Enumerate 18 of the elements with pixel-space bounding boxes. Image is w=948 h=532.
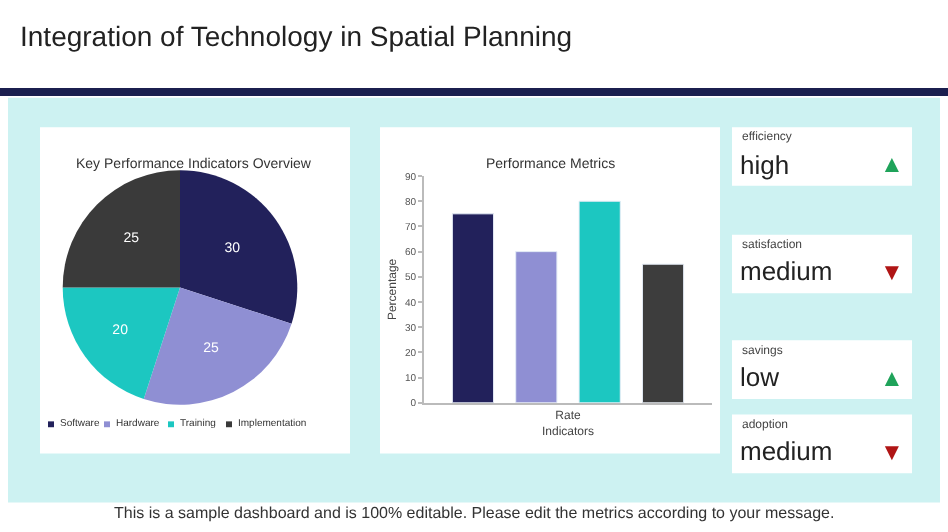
bar bbox=[515, 251, 558, 403]
pie-slice bbox=[62, 287, 180, 400]
text: Integration of Technology in Spatial Planning bbox=[20, 20, 573, 52]
text: This is a sample dashboard and is 100% editable. Please edit the metrics according to your message. bbox=[114, 504, 835, 522]
text: ▼ bbox=[880, 258, 904, 286]
pie-slice bbox=[62, 170, 180, 288]
text: medium bbox=[740, 256, 833, 286]
pie-slice bbox=[180, 170, 298, 324]
text: high bbox=[740, 150, 790, 180]
text: ▲ bbox=[880, 150, 904, 178]
bar bbox=[641, 263, 685, 403]
text: low bbox=[740, 362, 781, 392]
text: medium bbox=[740, 436, 833, 466]
bar bbox=[451, 213, 495, 403]
text: ▼ bbox=[880, 438, 904, 466]
pie-slice bbox=[143, 287, 292, 405]
bar bbox=[578, 200, 621, 403]
text: ▲ bbox=[880, 364, 904, 392]
